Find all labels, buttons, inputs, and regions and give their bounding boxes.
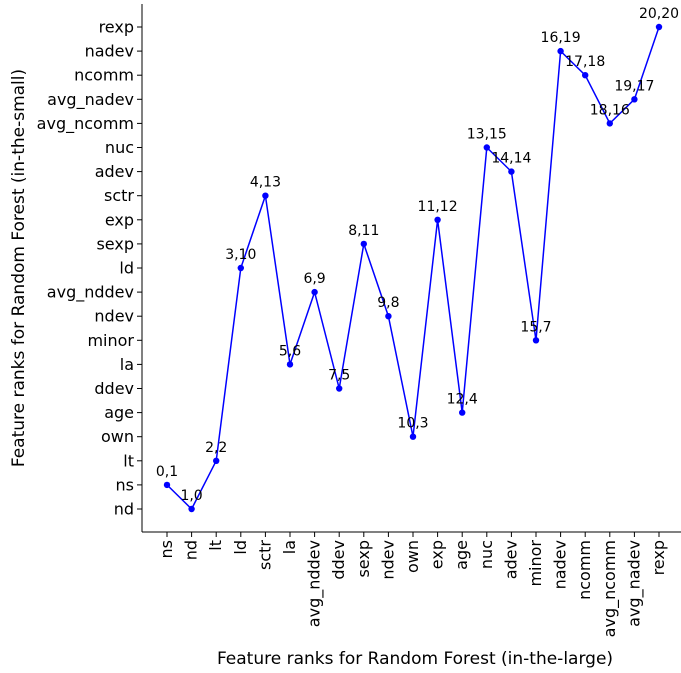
x-tick-label: avg_nadev <box>624 540 644 627</box>
data-point <box>262 192 269 199</box>
y-tick-label: minor <box>87 331 134 350</box>
data-point-label: 2,2 <box>205 440 227 456</box>
x-tick-label: ndev <box>378 540 397 580</box>
data-point-label: 0,1 <box>156 464 178 480</box>
x-tick-label: lt <box>206 540 225 551</box>
x-tick-label: avg_ncomm <box>600 540 620 637</box>
data-point <box>582 72 589 79</box>
y-tick-label: sexp <box>96 234 134 253</box>
y-tick-label: la <box>120 355 134 374</box>
data-point-label: 9,8 <box>377 295 399 311</box>
y-tick-label: ddev <box>94 379 134 398</box>
data-point <box>434 216 441 223</box>
y-tick-label: ndev <box>94 307 134 326</box>
x-tick-label: nuc <box>477 540 496 569</box>
data-point <box>311 288 318 296</box>
data-point <box>409 433 417 440</box>
x-tick-label: la <box>280 540 299 554</box>
x-tick-label: adev <box>501 540 520 579</box>
y-tick-label: nuc <box>105 138 134 157</box>
x-tick-label: ddev <box>329 540 348 580</box>
point-labels: 0,11,0 2,2 3,10 4,13 5,6 6,9 7,5 8,11 9,8 10,3 11,… <box>156 6 679 504</box>
data-point-label: 4,13 <box>250 175 281 191</box>
data-point-label: 1,0 <box>180 488 202 504</box>
y-tick-label: avg_ncomm <box>37 114 134 134</box>
data-point <box>655 23 663 31</box>
data-point-label: 3,10 <box>225 247 256 263</box>
data-point-label: 16,19 <box>541 30 581 46</box>
x-tick-label: nadev <box>551 540 570 589</box>
data-point-label: 5,6 <box>279 343 301 359</box>
x-tick-label: sctr <box>255 540 274 570</box>
data-point-label: 10,3 <box>397 416 428 432</box>
y-tick-label: nd <box>114 500 134 519</box>
data-point <box>385 313 392 320</box>
data-point-label: 12,4 <box>447 392 478 408</box>
data-point <box>508 168 515 175</box>
x-tick-label: own <box>403 540 422 573</box>
x-tick-label: ns <box>157 540 176 558</box>
data-point <box>606 120 613 127</box>
data-point-label: 18,16 <box>590 102 630 118</box>
y-tick-label: avg_nddev <box>47 283 134 303</box>
data-point-label: 20,20 <box>639 6 679 22</box>
x-ticks: ns nd lt ld sctr la avg_nddev ddev sexp ndev own ex… <box>157 532 668 637</box>
data-point-label: 19,17 <box>614 78 654 94</box>
y-tick-label: exp <box>105 210 134 229</box>
y-tick-label: ld <box>119 259 134 278</box>
x-tick-label: avg_nddev <box>305 540 325 627</box>
data-point <box>483 144 490 151</box>
data-point <box>459 409 466 416</box>
x-tick-label: minor <box>526 540 545 587</box>
x-tick-label: sexp <box>354 540 373 578</box>
data-point <box>557 47 564 55</box>
y-tick-label: own <box>101 427 134 446</box>
data-point-label: 15,7 <box>520 319 551 335</box>
x-tick-label: age <box>452 540 471 570</box>
data-point <box>286 361 294 368</box>
data-point-label: 11,12 <box>418 199 458 215</box>
x-tick-label: nd <box>182 540 201 560</box>
data-point <box>532 337 540 344</box>
y-tick-label: age <box>104 403 134 422</box>
x-axis-title: Feature ranks for Random Forest (in-the-… <box>217 649 613 669</box>
data-point <box>188 505 195 513</box>
data-point-label: 7,5 <box>328 368 350 384</box>
data-point-label: 17,18 <box>565 54 605 70</box>
x-tick-label: ld <box>231 540 250 555</box>
y-tick-label: lt <box>123 451 134 470</box>
y-ticks: nd ns lt own age ddev la minor ndev avg_nddev ld se… <box>37 18 142 519</box>
series-group <box>163 23 663 513</box>
y-tick-label: ncomm <box>74 66 134 85</box>
y-tick-label: sctr <box>104 186 134 205</box>
y-tick-label: ns <box>116 475 134 494</box>
data-point-label: 14,14 <box>491 151 531 167</box>
data-point <box>360 240 367 248</box>
y-axis-title: Feature ranks for Random Forest (in-the-… <box>9 69 29 467</box>
data-point <box>213 457 220 464</box>
y-tick-label: nadev <box>85 42 134 61</box>
data-point-label: 6,9 <box>303 271 325 287</box>
y-tick-label: avg_nadev <box>47 90 134 110</box>
data-point <box>631 96 638 103</box>
data-point-label: 8,11 <box>348 223 379 239</box>
data-point <box>163 481 171 489</box>
x-tick-label: exp <box>428 540 447 569</box>
data-point <box>336 385 343 392</box>
x-tick-label: ncomm <box>575 540 594 600</box>
y-tick-label: adev <box>95 162 134 181</box>
data-point <box>237 264 244 272</box>
x-tick-label: rexp <box>649 540 668 575</box>
data-point-label: 13,15 <box>467 127 507 143</box>
y-tick-label: rexp <box>99 18 134 37</box>
